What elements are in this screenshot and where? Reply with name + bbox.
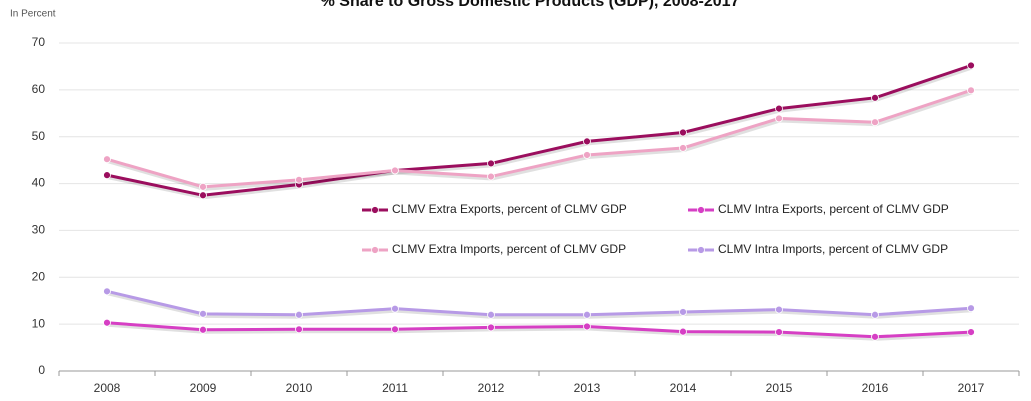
point <box>679 308 687 316</box>
legend-marker <box>697 206 705 214</box>
y-tick-label: 0 <box>38 363 45 377</box>
x-tick-label: 2013 <box>574 381 601 395</box>
point <box>295 175 303 184</box>
point <box>487 323 495 332</box>
point <box>103 171 111 180</box>
chart-title: % Share to Gross Domestic Products (GDP)… <box>321 0 740 10</box>
point <box>199 325 207 334</box>
point <box>871 310 879 319</box>
point <box>391 166 399 175</box>
point <box>103 287 111 296</box>
x-tick-label: 2017 <box>958 381 985 395</box>
x-tick-label: 2015 <box>766 381 793 395</box>
legend-label: CLMV Intra Imports, percent of CLMV GDP <box>718 242 948 256</box>
point <box>967 86 975 95</box>
x-tick-label: 2012 <box>478 381 505 395</box>
x-tick-label: 2011 <box>382 381 408 395</box>
series-line <box>106 289 972 317</box>
y-tick-label: 30 <box>32 223 46 237</box>
legend-marker <box>371 206 379 214</box>
series-line <box>106 88 972 189</box>
x-tick-label: 2010 <box>286 381 313 395</box>
point <box>775 328 783 337</box>
legend-label: CLMV Intra Exports, percent of CLMV GDP <box>718 202 949 216</box>
point <box>871 93 879 102</box>
legend-marker <box>697 246 705 254</box>
point <box>583 137 591 146</box>
point <box>103 155 111 164</box>
y-tick-label: 50 <box>32 129 46 143</box>
y-tick-label: 60 <box>32 82 46 96</box>
line-shadow <box>107 291 973 319</box>
point <box>487 172 495 181</box>
point <box>871 118 879 127</box>
point <box>487 310 495 319</box>
y-tick-label: 20 <box>32 269 46 283</box>
point <box>679 327 687 336</box>
point <box>583 151 591 159</box>
point <box>199 182 207 191</box>
point <box>583 310 591 319</box>
point <box>295 310 303 319</box>
point <box>967 328 975 337</box>
series-line <box>106 64 972 197</box>
legend-marker <box>371 246 379 254</box>
point <box>295 325 303 334</box>
x-tick-label: 2014 <box>670 381 697 395</box>
point <box>199 191 207 200</box>
line-shadow <box>107 90 973 191</box>
point <box>775 104 783 113</box>
point <box>679 144 687 152</box>
y-axis-label: In Percent <box>10 9 56 20</box>
point <box>487 159 495 168</box>
x-tick-label: 2008 <box>94 381 121 395</box>
point <box>967 61 975 70</box>
point <box>391 304 399 313</box>
point <box>871 332 879 341</box>
point <box>103 318 111 327</box>
point <box>391 325 399 334</box>
point <box>679 128 687 137</box>
point <box>583 322 591 331</box>
y-tick-label: 10 <box>32 316 46 330</box>
y-tick-label: 40 <box>32 176 46 190</box>
line-shadow <box>107 322 973 341</box>
series-line <box>106 321 972 339</box>
point <box>775 114 783 123</box>
line-shadow <box>107 65 973 200</box>
x-tick-label: 2009 <box>190 381 217 395</box>
point <box>775 305 783 314</box>
y-tick-label: 70 <box>32 35 46 49</box>
point <box>967 304 975 313</box>
point <box>199 309 207 318</box>
legend-label: CLMV Extra Exports, percent of CLMV GDP <box>392 202 627 216</box>
legend-label: CLMV Extra Imports, percent of CLMV GDP <box>392 242 626 256</box>
x-tick-label: 2016 <box>862 381 889 395</box>
